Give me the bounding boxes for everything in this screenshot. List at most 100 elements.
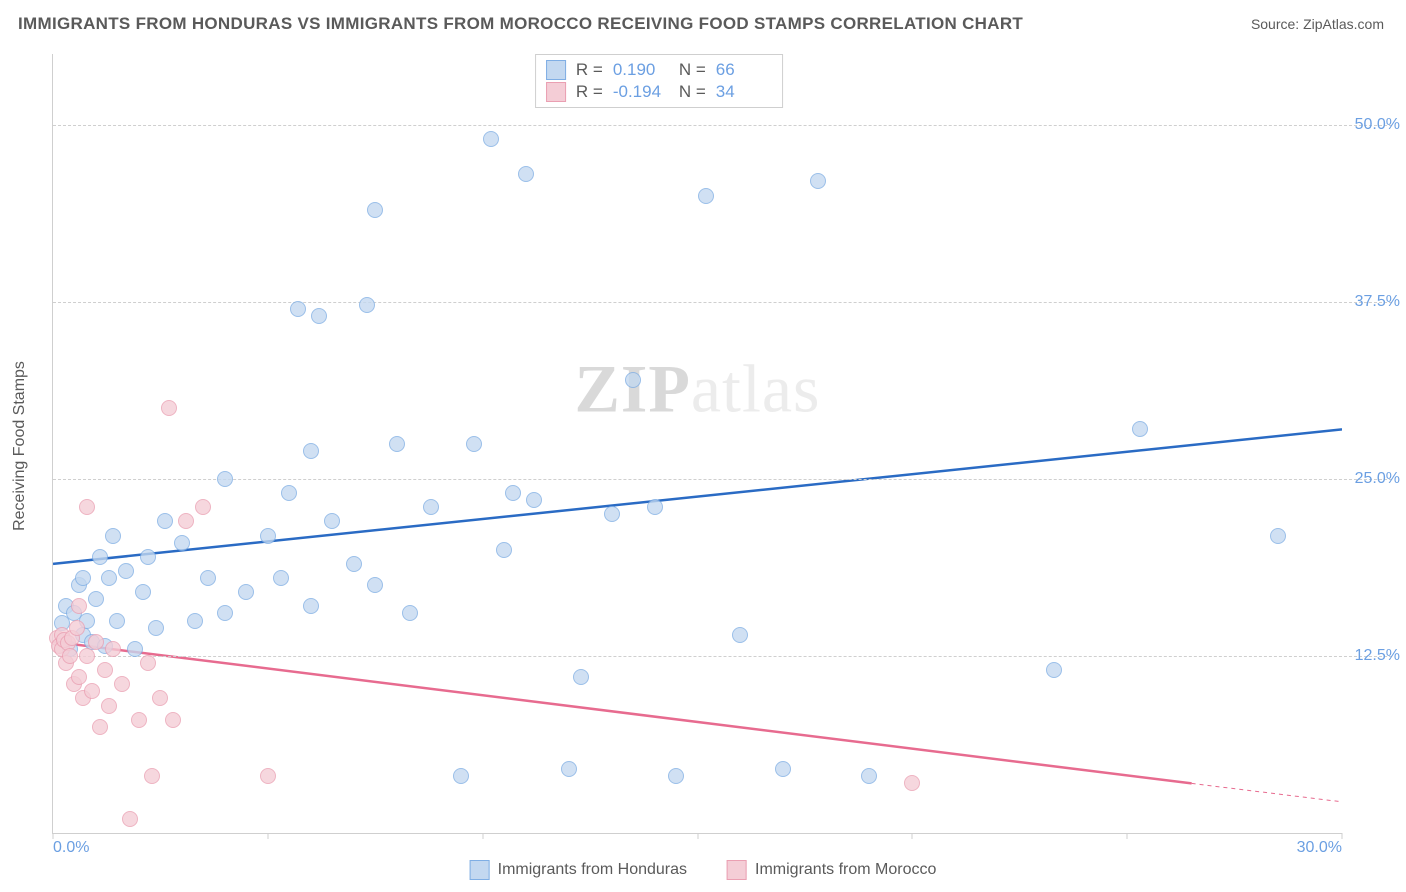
watermark-atlas: atlas [691, 350, 821, 426]
scatter-point [1046, 662, 1062, 678]
scatter-point [647, 499, 663, 515]
scatter-point [187, 613, 203, 629]
n-value-1: 34 [716, 82, 772, 102]
scatter-point [62, 648, 78, 664]
scatter-point [88, 634, 104, 650]
regression-line [1192, 783, 1342, 801]
scatter-point [101, 570, 117, 586]
regression-line [53, 642, 1192, 784]
scatter-point [135, 584, 151, 600]
scatter-point [496, 542, 512, 558]
r-value-1: -0.194 [613, 82, 669, 102]
scatter-point [260, 528, 276, 544]
scatter-point [346, 556, 362, 572]
scatter-point [79, 499, 95, 515]
scatter-point [144, 768, 160, 784]
stats-legend: R = 0.190 N = 66 R = -0.194 N = 34 [535, 54, 783, 108]
y-tick-label: 37.5% [1355, 293, 1400, 311]
scatter-point [260, 768, 276, 784]
regression-lines-layer [53, 54, 1342, 833]
scatter-point [122, 811, 138, 827]
y-axis-label: Receiving Food Stamps [11, 361, 29, 531]
regression-line [53, 429, 1342, 564]
scatter-point [109, 613, 125, 629]
scatter-point [217, 471, 233, 487]
n-value-0: 66 [716, 60, 772, 80]
scatter-point [604, 506, 620, 522]
scatter-point [92, 719, 108, 735]
bottom-legend: Immigrants from Honduras Immigrants from… [470, 860, 937, 880]
scatter-point [402, 605, 418, 621]
x-minor-tick [912, 833, 913, 839]
scatter-point [904, 775, 920, 791]
scatter-point [79, 648, 95, 664]
y-tick-label: 50.0% [1355, 116, 1400, 134]
scatter-point [140, 549, 156, 565]
scatter-point [775, 761, 791, 777]
scatter-point [518, 166, 534, 182]
scatter-point [861, 768, 877, 784]
plot-area: ZIPatlas R = 0.190 N = 66 R = -0.194 N =… [52, 54, 1342, 834]
scatter-point [174, 535, 190, 551]
legend-item-morocco: Immigrants from Morocco [727, 860, 936, 880]
scatter-point [114, 676, 130, 692]
scatter-point [389, 436, 405, 452]
scatter-point [1270, 528, 1286, 544]
scatter-point [105, 641, 121, 657]
scatter-point [290, 301, 306, 317]
source-label: Source: ZipAtlas.com [1251, 16, 1384, 32]
scatter-point [466, 436, 482, 452]
scatter-point [625, 372, 641, 388]
scatter-point [157, 513, 173, 529]
scatter-point [178, 513, 194, 529]
scatter-point [75, 570, 91, 586]
scatter-point [238, 584, 254, 600]
scatter-point [810, 173, 826, 189]
scatter-point [84, 683, 100, 699]
scatter-point [200, 570, 216, 586]
r-value-0: 0.190 [613, 60, 669, 80]
scatter-point [71, 598, 87, 614]
scatter-point [303, 598, 319, 614]
scatter-point [161, 400, 177, 416]
scatter-point [359, 297, 375, 313]
scatter-point [131, 712, 147, 728]
legend-swatch-morocco [727, 860, 747, 880]
scatter-point [273, 570, 289, 586]
scatter-point [127, 641, 143, 657]
scatter-point [453, 768, 469, 784]
scatter-point [118, 563, 134, 579]
scatter-point [152, 690, 168, 706]
watermark: ZIPatlas [575, 349, 821, 428]
y-tick-label: 12.5% [1355, 647, 1400, 665]
y-tick-label: 25.0% [1355, 470, 1400, 488]
scatter-point [281, 485, 297, 501]
scatter-point [303, 443, 319, 459]
scatter-point [88, 591, 104, 607]
scatter-point [573, 669, 589, 685]
y-axis-container: Receiving Food Stamps [20, 0, 44, 892]
scatter-point [324, 513, 340, 529]
x-minor-tick [1127, 833, 1128, 839]
scatter-point [698, 188, 714, 204]
scatter-point [71, 669, 87, 685]
scatter-point [105, 528, 121, 544]
swatch-morocco [546, 82, 566, 102]
r-label-1: R = [576, 82, 603, 102]
gridline [53, 479, 1392, 480]
scatter-point [195, 499, 211, 515]
chart-title: IMMIGRANTS FROM HONDURAS VS IMMIGRANTS F… [18, 14, 1023, 34]
scatter-point [97, 662, 113, 678]
scatter-point [140, 655, 156, 671]
x-tick-label: 30.0% [1297, 839, 1342, 857]
legend-item-honduras: Immigrants from Honduras [470, 860, 687, 880]
scatter-point [505, 485, 521, 501]
scatter-point [92, 549, 108, 565]
scatter-point [101, 698, 117, 714]
stats-row-morocco: R = -0.194 N = 34 [546, 81, 772, 103]
scatter-point [526, 492, 542, 508]
scatter-point [1132, 421, 1148, 437]
gridline [53, 125, 1392, 126]
n-label-0: N = [679, 60, 706, 80]
scatter-point [69, 620, 85, 636]
